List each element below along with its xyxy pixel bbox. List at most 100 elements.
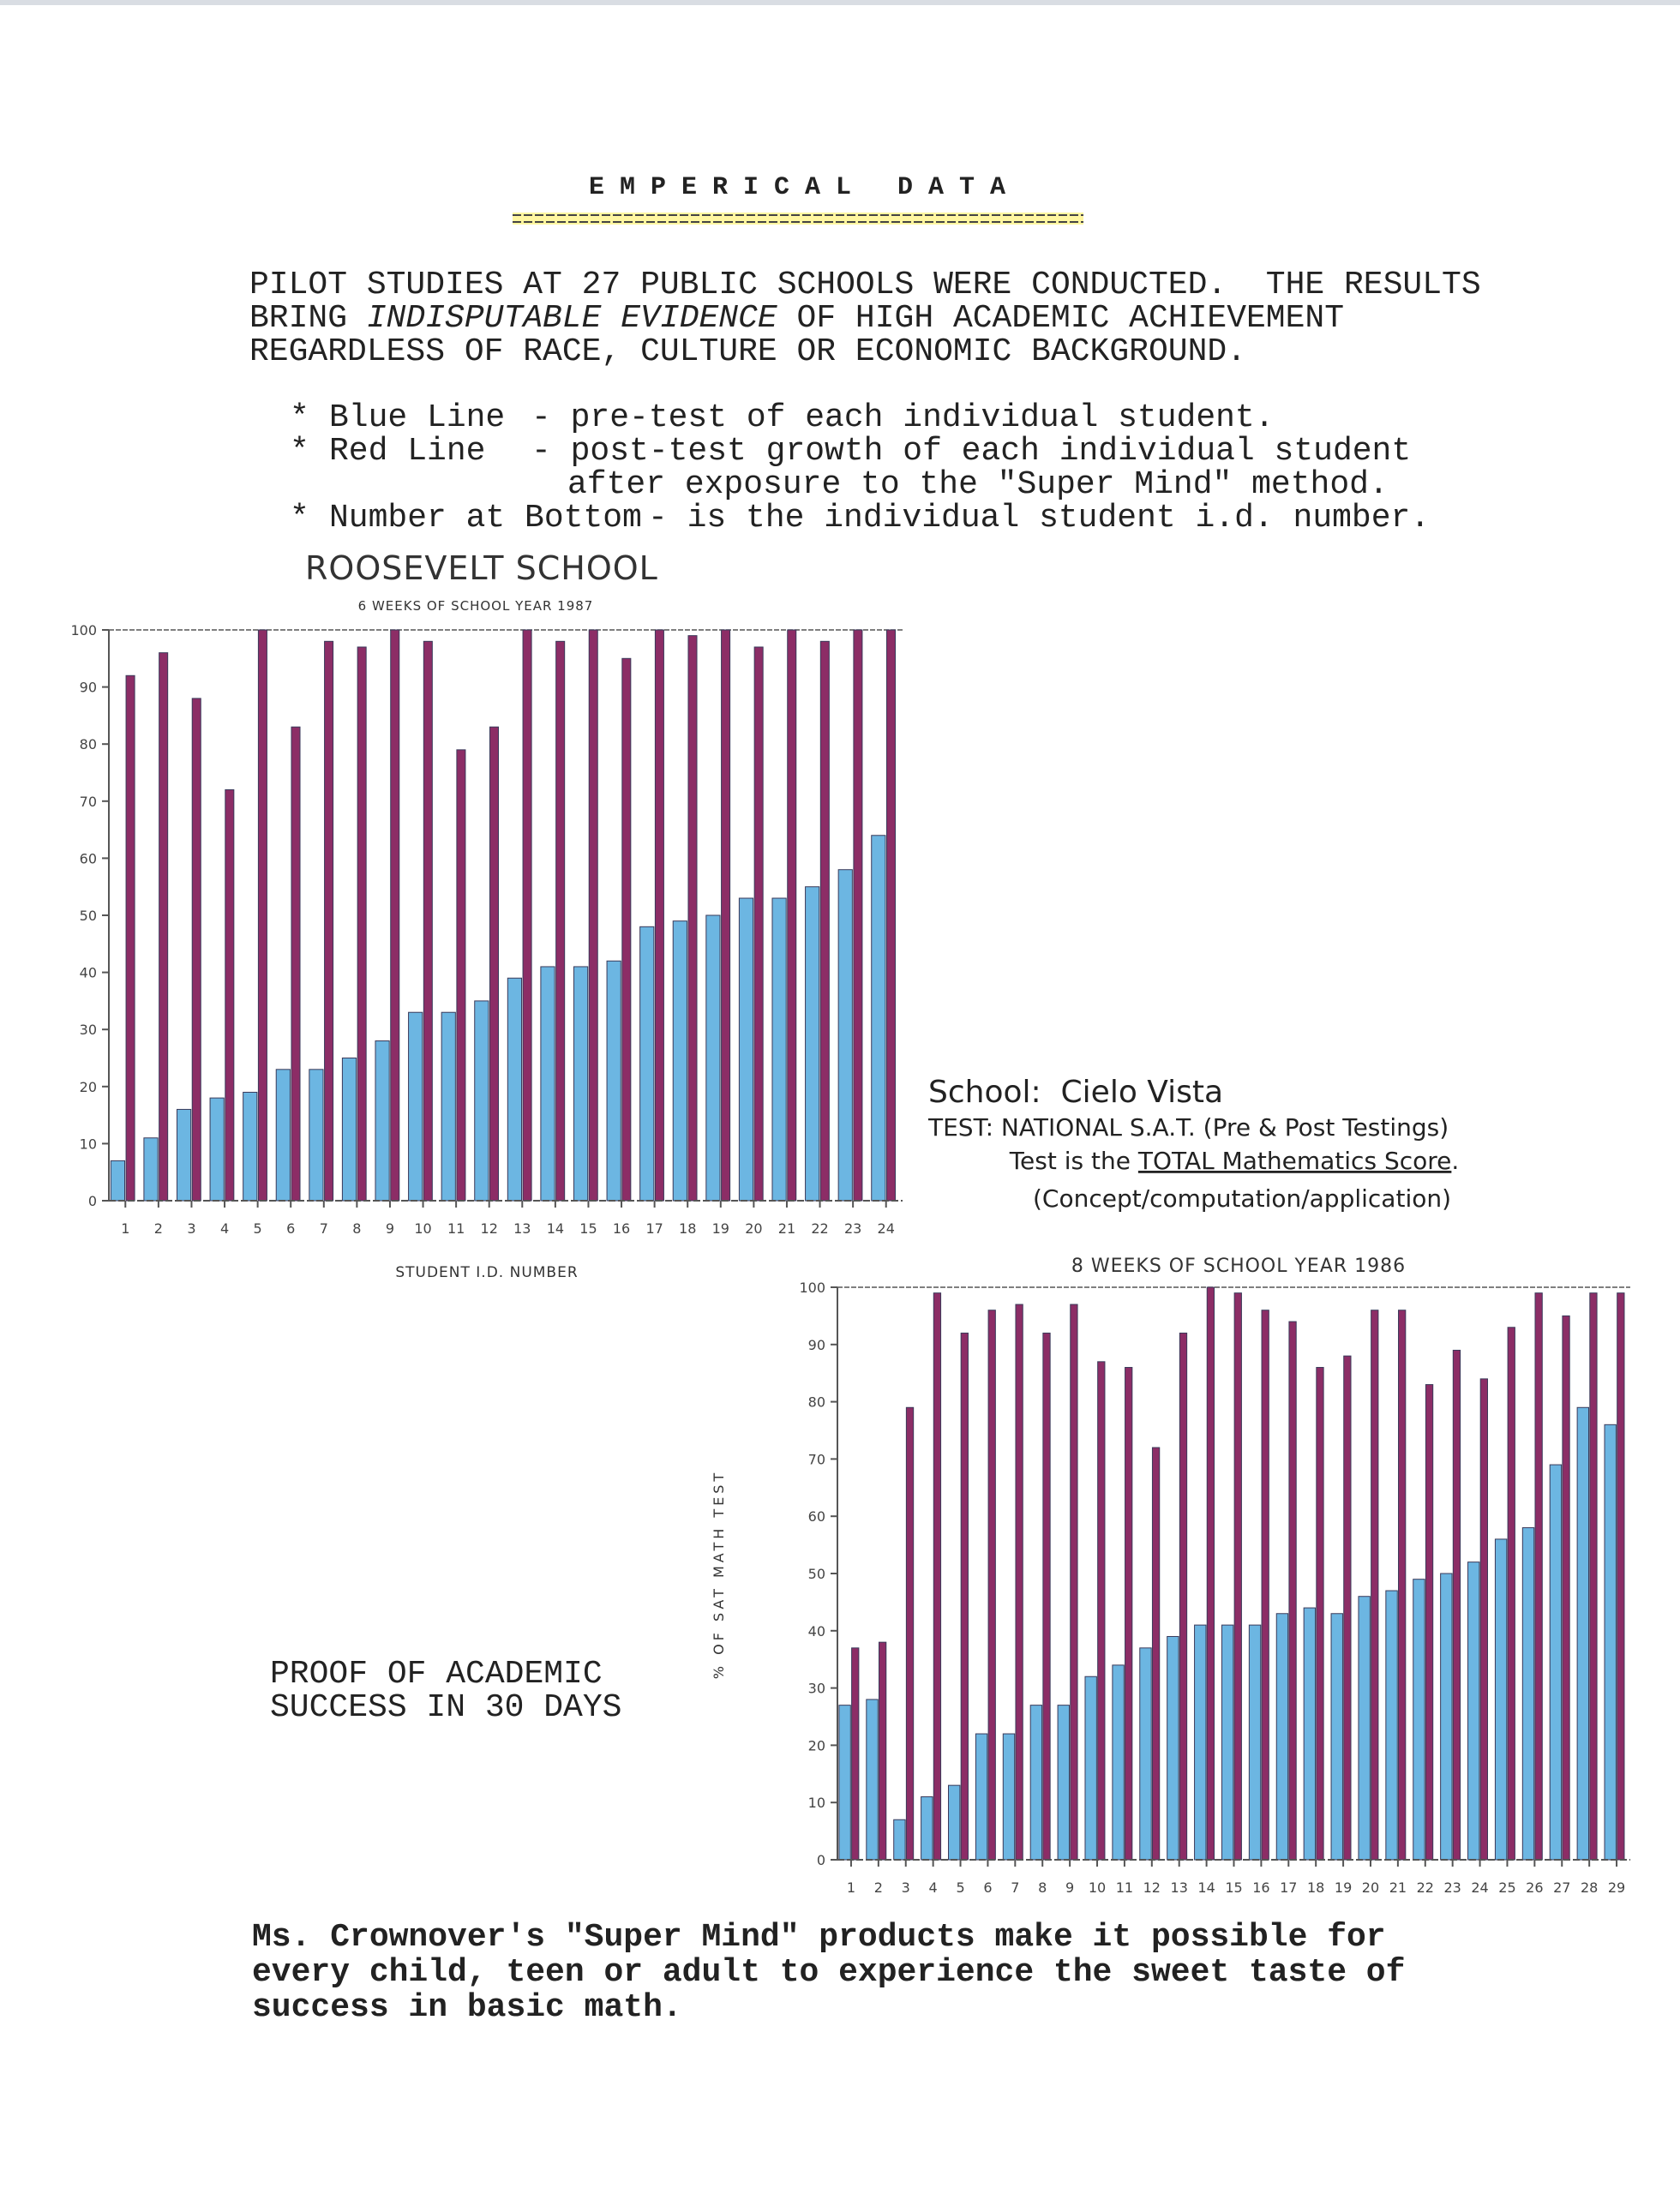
bar — [885, 629, 897, 1202]
bar — [672, 920, 687, 1202]
x-tick-label: 6 — [286, 1220, 295, 1237]
x-tick-label: 12 — [481, 1220, 498, 1237]
x-tick-label: 3 — [902, 1879, 910, 1896]
y-tick-label: 0 — [88, 1193, 97, 1209]
bar — [1398, 1310, 1407, 1861]
bar — [1494, 1538, 1508, 1861]
bar — [705, 914, 721, 1202]
bullet-text: after exposure to the "Super Mind" metho… — [567, 466, 1389, 503]
bullet-label: Blue Line — [329, 399, 505, 436]
x-tick-label: 19 — [1335, 1879, 1352, 1896]
bar — [1589, 1292, 1598, 1861]
bar — [866, 1699, 879, 1861]
y-tick-label: 80 — [808, 1394, 825, 1411]
bar — [1425, 1384, 1434, 1861]
bar — [324, 640, 334, 1202]
bar — [243, 1091, 258, 1202]
bar — [1316, 1367, 1324, 1861]
y-tick-label: 60 — [808, 1508, 825, 1525]
bar — [522, 629, 532, 1202]
bar — [1562, 1315, 1570, 1861]
x-tick-label: 7 — [1011, 1879, 1019, 1896]
bar — [1070, 1304, 1078, 1861]
x-tick-label: 8 — [352, 1220, 361, 1237]
y-tick-label: 50 — [808, 1566, 825, 1582]
bar — [1358, 1596, 1371, 1861]
bar — [357, 646, 367, 1202]
bar — [1206, 1286, 1215, 1861]
score-text: . — [1451, 1147, 1459, 1175]
bar — [837, 869, 853, 1202]
bar — [1452, 1349, 1461, 1861]
x-tick-label: 2 — [874, 1879, 883, 1896]
bar — [948, 1784, 961, 1861]
bar — [176, 1108, 192, 1202]
bar — [905, 1406, 915, 1861]
x-tick-label: 27 — [1553, 1879, 1570, 1896]
page-title: E M P E R I C A L D A T A — [589, 173, 1005, 202]
x-tick-label: 11 — [447, 1220, 465, 1237]
bar — [1139, 1647, 1152, 1861]
x-tick-label: 29 — [1608, 1879, 1625, 1896]
x-tick-label: 13 — [513, 1220, 531, 1237]
y-tick-label: 70 — [80, 794, 97, 810]
bar — [588, 629, 598, 1202]
bar — [209, 1097, 225, 1202]
bar — [1617, 1292, 1625, 1861]
chart: 8 WEEKS OF SCHOOL YEAR 1986 % OF SAT MATH… — [711, 1256, 1630, 1896]
bar — [489, 726, 500, 1202]
x-tick-label: 14 — [547, 1220, 564, 1237]
x-tick-label: 20 — [745, 1220, 762, 1237]
bar — [1057, 1705, 1070, 1861]
bar — [738, 897, 754, 1202]
intro-line: PILOT STUDIES AT 27 PUBLIC SCHOOLS WERE … — [249, 267, 1481, 303]
bar — [341, 1058, 357, 1202]
bar — [687, 635, 698, 1202]
y-tick-label: 90 — [80, 680, 97, 696]
x-tick-label: 16 — [613, 1220, 630, 1237]
y-tick-label: 10 — [80, 1136, 97, 1152]
chart-title: 8 WEEKS OF SCHOOL YEAR 1986 — [1071, 1256, 1406, 1277]
bar — [1194, 1624, 1207, 1861]
bar — [805, 886, 820, 1202]
bar — [257, 629, 267, 1202]
intro-line: REGARDLESS OF RACE, CULTURE OR ECONOMIC … — [249, 333, 1246, 370]
bar — [654, 629, 664, 1202]
scan-edge — [0, 0, 1680, 5]
bar — [1261, 1310, 1269, 1861]
bar — [753, 646, 764, 1202]
bar — [1534, 1292, 1543, 1861]
bar — [375, 1040, 390, 1202]
y-tick-label: 50 — [80, 908, 97, 924]
footer-line: success in basic math. — [252, 1989, 682, 2026]
intro-text: OF HIGH ACADEMIC ACHIEVEMENT — [777, 300, 1344, 337]
bar — [787, 629, 797, 1202]
x-tick-label: 12 — [1143, 1879, 1161, 1896]
bar — [423, 640, 433, 1202]
bar — [987, 1310, 996, 1861]
bar — [933, 1292, 942, 1861]
x-tick-label: 19 — [712, 1220, 729, 1237]
score-text: Test is the — [1009, 1147, 1138, 1175]
bar — [921, 1796, 933, 1861]
bar — [606, 960, 621, 1202]
y-tick-label: 100 — [70, 622, 97, 638]
intro-emphasis: INDISPUTABLE EVIDENCE — [367, 300, 777, 337]
bar — [893, 1819, 906, 1861]
bullet-label: Red Line — [329, 433, 485, 470]
bullet-marker: * — [290, 399, 309, 436]
bar — [507, 977, 523, 1202]
y-tick-label: 60 — [80, 850, 97, 866]
x-tick-label: 15 — [1225, 1879, 1242, 1896]
y-tick-label: 40 — [808, 1623, 825, 1640]
bar — [143, 1137, 159, 1202]
x-tick-label: 2 — [154, 1220, 163, 1237]
x-tick-label: 10 — [1089, 1879, 1106, 1896]
bar — [1042, 1332, 1051, 1861]
school-name: School: Cielo Vista — [928, 1075, 1223, 1110]
bar — [853, 629, 863, 1202]
bar — [1549, 1464, 1563, 1861]
score-line: Test is the TOTAL Mathematics Score. — [1009, 1147, 1460, 1175]
x-tick-label: 26 — [1526, 1879, 1543, 1896]
